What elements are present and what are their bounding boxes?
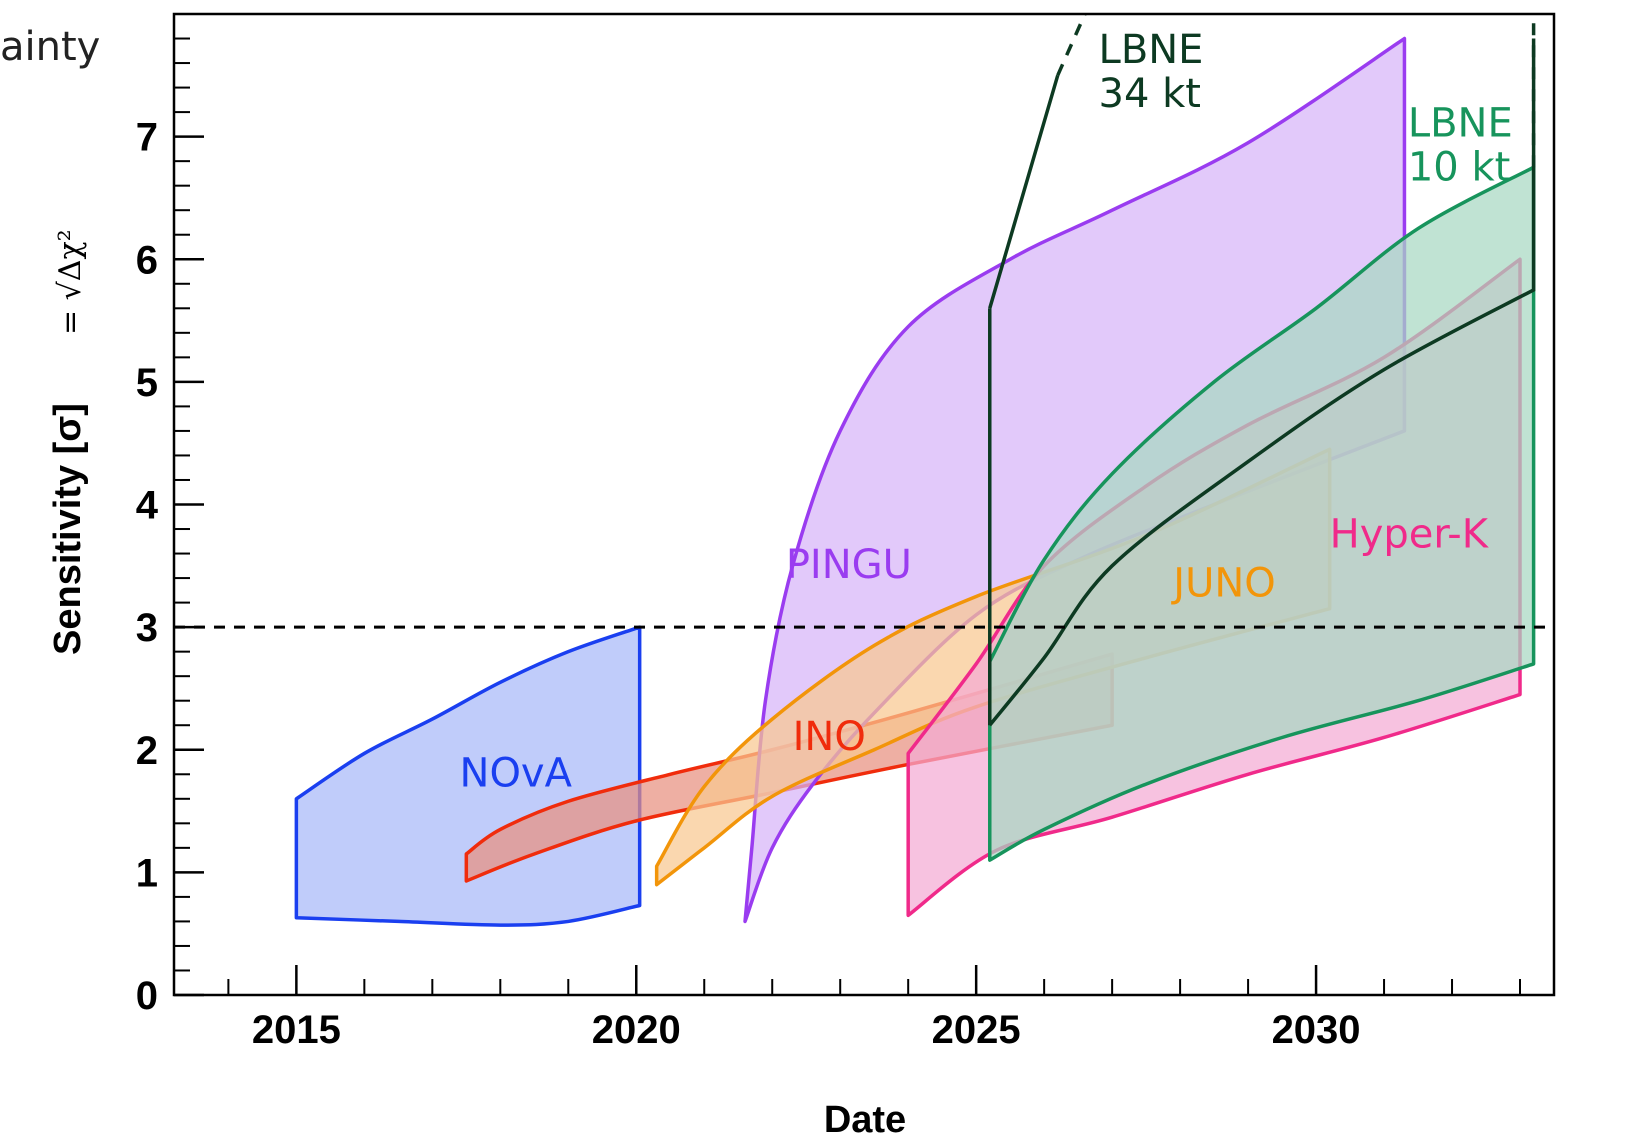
y-axis-title-group: Sensitivity [σ] (47, 403, 89, 655)
y-tick-label: 5 (136, 361, 158, 405)
x-axis-title: Date (824, 1099, 906, 1138)
y-tick-label: 2 (136, 729, 158, 773)
x-tick-label: 2015 (252, 1008, 341, 1052)
y-axis: 0 1 2 3 4 5 6 7 (136, 37, 204, 1018)
label-hyper-k: Hyper-K (1330, 511, 1490, 557)
y-tick-label: 4 (136, 484, 159, 528)
label-juno: JUNO (1170, 560, 1275, 606)
line-lbne-34-kt-diagonal (988, 74, 1060, 309)
band-nova (294, 625, 642, 927)
band-lbne-10-kt (988, 165, 1536, 862)
label-lbne-10-kt: LBNE 10 kt (1408, 101, 1513, 191)
y-tick-label: 6 (136, 238, 158, 282)
line-lbne-34-kt-diagonal-ext (1056, 13, 1087, 77)
corner-text: ainty (0, 24, 100, 70)
label-ino-line: INO (793, 714, 866, 760)
label-pingu: PINGU (786, 542, 912, 588)
label-ino: INO (793, 714, 866, 760)
y-tick-label: 3 (136, 606, 158, 650)
y-axis-formula: = √Δχ² (53, 229, 88, 335)
line-lbne-34-kt-trace (988, 38, 1536, 727)
x-tick-label: 2020 (592, 1008, 681, 1052)
label-nova-line: NOvA (460, 751, 573, 797)
y-axis-formula-group: = √Δχ² (53, 229, 88, 335)
label-nova: NOvA (460, 751, 573, 797)
y-axis-title: Sensitivity [σ] (47, 403, 89, 655)
y-tick-label: 0 (136, 974, 158, 1018)
x-tick-label: 2030 (1272, 1008, 1361, 1052)
label-lbne-10-kt-line: LBNE (1408, 101, 1513, 147)
label-lbne-10-kt-line: 10 kt (1408, 145, 1510, 191)
label-pingu-line: PINGU (786, 542, 912, 588)
x-axis: 2015 2020 2025 2030 (227, 965, 1522, 1052)
label-juno-line: JUNO (1170, 560, 1275, 606)
label-lbne-34-kt-line: LBNE (1099, 27, 1204, 73)
label-lbne-34-kt-line: 34 kt (1099, 71, 1201, 117)
label-hyper-k-line: Hyper-K (1330, 511, 1490, 557)
x-tick-label: 2025 (932, 1008, 1021, 1052)
y-tick-label: 7 (136, 116, 158, 160)
label-lbne-34-kt: LBNE 34 kt (1099, 27, 1204, 117)
y-tick-label: 1 (136, 851, 158, 895)
